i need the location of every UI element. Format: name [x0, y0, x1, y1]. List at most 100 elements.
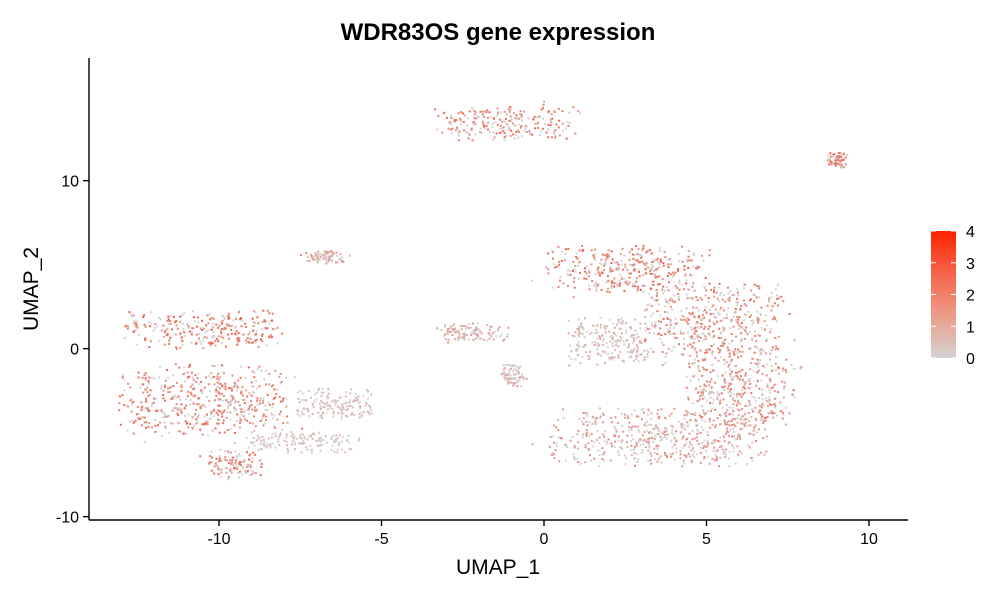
cell-point — [177, 429, 180, 432]
cell-point — [707, 455, 709, 458]
cell-point — [597, 324, 599, 327]
cell-point — [653, 427, 656, 430]
cell-point — [616, 263, 619, 266]
cell-point — [153, 419, 156, 422]
cell-point — [508, 369, 511, 371]
cell-point — [144, 378, 147, 381]
cell-point — [281, 332, 284, 335]
cell-point — [749, 433, 752, 435]
cell-point — [691, 438, 694, 441]
cell-point — [194, 394, 197, 397]
cell-point — [190, 341, 193, 344]
cell-point — [729, 290, 732, 293]
cell-point — [584, 317, 586, 320]
cell-point — [749, 424, 752, 427]
cell-point — [765, 338, 768, 341]
cell-point — [680, 309, 683, 312]
cell-point — [323, 406, 326, 409]
cell-point — [479, 110, 482, 113]
cell-point — [728, 362, 731, 365]
cell-point — [728, 382, 731, 385]
cell-point — [728, 296, 731, 299]
cell-point — [641, 260, 644, 263]
cell-point — [744, 374, 747, 377]
cell-point — [261, 340, 264, 342]
cell-point — [691, 337, 694, 340]
cell-point — [231, 374, 234, 377]
cell-point — [186, 423, 188, 426]
cell-point — [666, 274, 669, 277]
cell-point — [553, 130, 556, 133]
cell-point — [493, 136, 496, 139]
cell-point — [475, 327, 478, 330]
cell-point — [272, 397, 275, 400]
cell-point — [534, 127, 536, 130]
cell-point — [550, 453, 553, 456]
cell-point — [650, 462, 653, 465]
cell-point — [180, 403, 183, 406]
cell-point — [553, 441, 556, 444]
cell-point — [169, 386, 171, 389]
cell-point — [453, 328, 456, 331]
cell-point — [226, 315, 229, 318]
cell-point — [749, 383, 752, 385]
cell-point — [632, 257, 635, 260]
cell-point — [606, 256, 609, 259]
cell-point — [222, 336, 225, 339]
cell-point — [262, 397, 265, 400]
cell-point — [618, 327, 621, 330]
cell-point — [333, 440, 335, 443]
cell-point — [325, 262, 328, 265]
cell-point — [321, 258, 324, 261]
cell-point — [170, 386, 173, 389]
cell-point — [705, 337, 708, 340]
cell-point — [448, 330, 451, 333]
cell-point — [219, 449, 222, 451]
cell-point — [783, 385, 786, 388]
cell-point — [668, 321, 671, 324]
cell-point — [232, 319, 235, 322]
cell-point — [252, 391, 255, 394]
cell-point — [687, 322, 690, 325]
cell-point — [706, 444, 709, 447]
cell-point — [672, 345, 675, 348]
cell-point — [728, 434, 731, 437]
cell-point — [674, 271, 677, 274]
cell-point — [742, 287, 745, 290]
cell-point — [336, 448, 339, 451]
cell-point — [530, 132, 533, 135]
cell-point — [222, 410, 225, 413]
cell-point — [692, 282, 695, 285]
cell-point — [700, 322, 702, 325]
cell-point — [301, 427, 304, 430]
cell-point — [462, 112, 465, 115]
cell-point — [748, 420, 751, 423]
cell-point — [720, 292, 722, 294]
cell-point — [504, 135, 507, 138]
cell-point — [600, 354, 603, 357]
cell-point — [581, 436, 584, 439]
cell-point — [499, 335, 501, 338]
cell-point — [702, 393, 704, 396]
cell-point — [172, 407, 175, 410]
cell-point — [254, 339, 257, 342]
cell-point — [638, 253, 641, 256]
cell-point — [686, 411, 689, 414]
cell-point — [749, 387, 752, 390]
cell-point — [773, 316, 776, 319]
cell-point — [210, 461, 213, 464]
cell-point — [671, 429, 673, 431]
cell-point — [672, 273, 675, 276]
cell-point — [750, 320, 753, 322]
cell-point — [476, 117, 479, 120]
cell-point — [299, 390, 302, 393]
cell-point — [567, 332, 570, 335]
cell-point — [242, 466, 244, 469]
cell-point — [564, 127, 567, 130]
cell-point — [666, 263, 669, 266]
cell-point — [316, 259, 318, 262]
cell-point — [496, 329, 499, 332]
cell-point — [306, 260, 309, 262]
cell-point — [691, 297, 694, 300]
cell-point — [650, 412, 653, 415]
